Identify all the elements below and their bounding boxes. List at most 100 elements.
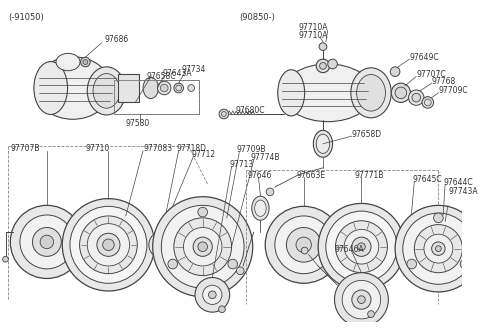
Circle shape [153, 197, 253, 297]
Circle shape [342, 280, 381, 319]
Circle shape [391, 83, 410, 102]
Circle shape [287, 228, 321, 262]
Ellipse shape [316, 134, 330, 154]
Circle shape [424, 234, 453, 263]
Circle shape [33, 228, 61, 256]
Text: (90850-): (90850-) [239, 13, 275, 22]
Circle shape [460, 259, 470, 269]
Circle shape [320, 63, 326, 69]
Circle shape [318, 203, 405, 290]
Ellipse shape [143, 77, 158, 99]
Circle shape [319, 43, 327, 51]
Circle shape [208, 291, 216, 299]
Circle shape [358, 296, 365, 303]
Circle shape [412, 93, 420, 102]
Text: 97649C: 97649C [409, 53, 439, 62]
Circle shape [160, 84, 168, 92]
Text: 97643A: 97643A [162, 69, 192, 78]
Ellipse shape [282, 64, 373, 122]
Text: 97658D: 97658D [352, 130, 382, 139]
Text: 97712: 97712 [191, 150, 216, 159]
Text: 97709C: 97709C [438, 86, 468, 95]
Text: 97646: 97646 [248, 171, 272, 180]
Ellipse shape [313, 130, 333, 157]
Ellipse shape [35, 57, 111, 119]
Circle shape [195, 277, 229, 312]
Text: 97743A: 97743A [448, 187, 478, 196]
Circle shape [368, 311, 374, 318]
Text: 97686: 97686 [105, 35, 129, 44]
Circle shape [328, 59, 337, 69]
Circle shape [203, 285, 222, 304]
Circle shape [414, 225, 462, 273]
Circle shape [149, 231, 176, 258]
Text: 97771B: 97771B [355, 171, 384, 180]
Circle shape [275, 216, 333, 274]
Circle shape [228, 259, 238, 269]
Circle shape [10, 205, 84, 278]
Circle shape [80, 216, 137, 274]
Text: 97709B: 97709B [236, 145, 266, 154]
Ellipse shape [255, 200, 266, 216]
Text: 97644C: 97644C [443, 178, 473, 187]
Circle shape [352, 237, 371, 256]
Ellipse shape [87, 67, 126, 115]
Text: 97768: 97768 [432, 77, 456, 86]
Text: 97646A: 97646A [335, 245, 364, 254]
Circle shape [161, 205, 244, 288]
Text: 97774B: 97774B [251, 153, 280, 162]
Circle shape [433, 213, 443, 223]
Ellipse shape [357, 74, 385, 111]
Circle shape [344, 229, 379, 264]
Ellipse shape [278, 70, 305, 116]
Circle shape [157, 81, 171, 95]
Circle shape [265, 206, 342, 283]
Circle shape [62, 199, 155, 291]
Circle shape [103, 239, 114, 251]
Circle shape [40, 235, 54, 249]
Circle shape [97, 233, 120, 256]
Text: 977083: 977083 [143, 144, 172, 153]
Circle shape [395, 205, 480, 292]
Text: 97663E: 97663E [297, 171, 326, 180]
Circle shape [168, 259, 178, 269]
Circle shape [432, 242, 445, 256]
Text: 97680C: 97680C [235, 106, 265, 114]
Circle shape [81, 57, 90, 67]
Text: (-91050): (-91050) [8, 13, 44, 22]
Circle shape [183, 228, 222, 266]
Text: 97580: 97580 [126, 119, 150, 128]
Text: 97734: 97734 [181, 65, 206, 74]
Circle shape [408, 90, 424, 105]
Text: 97718D: 97718D [177, 144, 207, 153]
Text: 97713: 97713 [229, 160, 254, 170]
Circle shape [20, 215, 74, 269]
Text: 97707B: 97707B [10, 144, 40, 153]
Circle shape [83, 60, 88, 64]
Circle shape [198, 207, 207, 217]
Circle shape [336, 221, 387, 273]
Ellipse shape [56, 53, 80, 71]
Bar [114, 80, 199, 114]
Circle shape [219, 109, 228, 119]
Circle shape [2, 256, 8, 262]
Circle shape [301, 247, 308, 254]
Circle shape [335, 273, 388, 327]
Circle shape [174, 83, 183, 93]
Circle shape [422, 97, 433, 108]
Text: 97645C: 97645C [412, 175, 442, 184]
Bar [118, 73, 139, 102]
Circle shape [402, 241, 417, 256]
Circle shape [407, 259, 417, 269]
Circle shape [236, 267, 244, 275]
Circle shape [326, 211, 397, 282]
Circle shape [188, 85, 194, 92]
Ellipse shape [34, 62, 68, 114]
Circle shape [358, 243, 365, 251]
Ellipse shape [252, 196, 269, 220]
Circle shape [316, 59, 330, 72]
Circle shape [266, 188, 274, 196]
Ellipse shape [351, 68, 391, 118]
Circle shape [193, 237, 212, 256]
Circle shape [155, 237, 170, 253]
